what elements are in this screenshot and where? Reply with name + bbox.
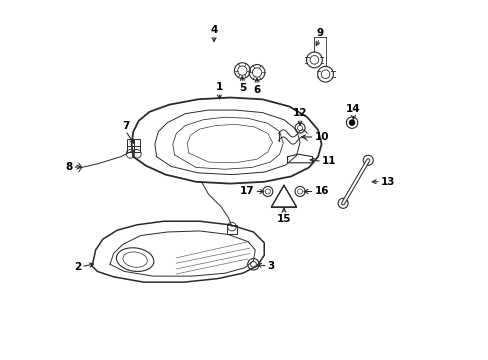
Text: 10: 10 bbox=[314, 132, 328, 142]
Text: 1: 1 bbox=[215, 82, 223, 92]
Text: 11: 11 bbox=[321, 156, 336, 166]
Text: 3: 3 bbox=[267, 261, 274, 271]
Text: 8: 8 bbox=[65, 162, 72, 172]
Text: 16: 16 bbox=[314, 186, 328, 197]
Bar bbox=[226, 225, 237, 234]
Text: 15: 15 bbox=[276, 214, 290, 224]
Text: 6: 6 bbox=[253, 85, 260, 95]
Text: 5: 5 bbox=[238, 83, 245, 93]
Text: 7: 7 bbox=[122, 121, 129, 131]
Text: 4: 4 bbox=[210, 25, 217, 35]
Text: 14: 14 bbox=[346, 104, 360, 114]
Bar bbox=[127, 139, 133, 146]
Bar bbox=[133, 139, 140, 146]
Bar bbox=[133, 146, 140, 152]
Text: 2: 2 bbox=[74, 262, 81, 272]
Bar bbox=[127, 146, 133, 152]
Circle shape bbox=[348, 120, 354, 126]
Text: 17: 17 bbox=[240, 186, 254, 197]
Text: 9: 9 bbox=[316, 28, 323, 39]
Text: 13: 13 bbox=[380, 177, 394, 187]
Text: 12: 12 bbox=[292, 108, 306, 118]
